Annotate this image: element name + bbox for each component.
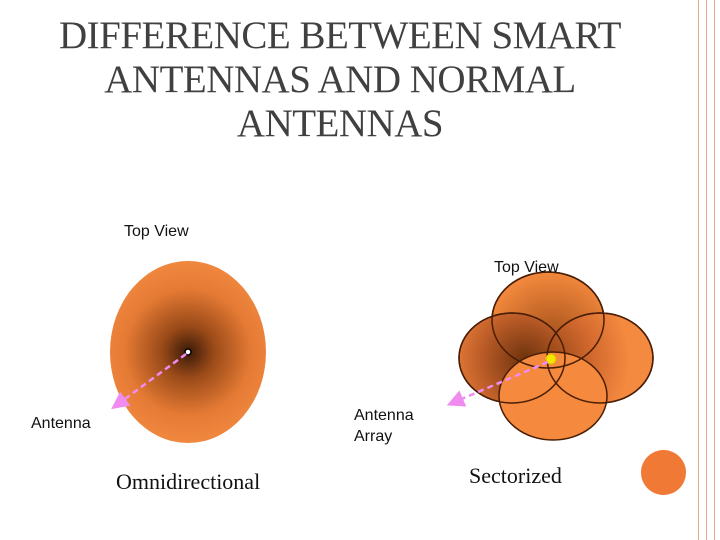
array-pointer-arrow bbox=[446, 360, 549, 407]
right-top-view-label: Top View bbox=[494, 259, 559, 276]
omnidirectional-caption: Omnidirectional bbox=[116, 469, 261, 494]
omni-pointer-arrow bbox=[111, 352, 187, 410]
border-line bbox=[714, 0, 715, 540]
antenna-array-label-line2: Array bbox=[354, 428, 393, 445]
border-line bbox=[706, 0, 707, 540]
omnidirectional-pattern bbox=[110, 261, 266, 443]
array-antenna-dot bbox=[545, 353, 557, 365]
antenna-array-label: Antenna Array bbox=[354, 405, 414, 447]
sectorized-pattern bbox=[446, 271, 654, 441]
antenna-label: Antenna bbox=[31, 415, 91, 432]
sectorized-caption: Sectorized bbox=[469, 463, 562, 488]
sector-lobe-left-outline bbox=[458, 312, 566, 404]
decorative-orange-dot bbox=[641, 450, 686, 495]
border-line bbox=[698, 0, 699, 540]
slide-right-border bbox=[694, 0, 720, 540]
antenna-array-label-line1: Antenna bbox=[354, 407, 414, 424]
sector-lobe-bottom bbox=[498, 351, 608, 441]
omni-antenna-dot bbox=[184, 348, 192, 356]
slide-title: DIFFERENCE BETWEEN SMART ANTENNAS AND NO… bbox=[59, 14, 622, 145]
left-top-view-label: Top View bbox=[124, 223, 189, 240]
